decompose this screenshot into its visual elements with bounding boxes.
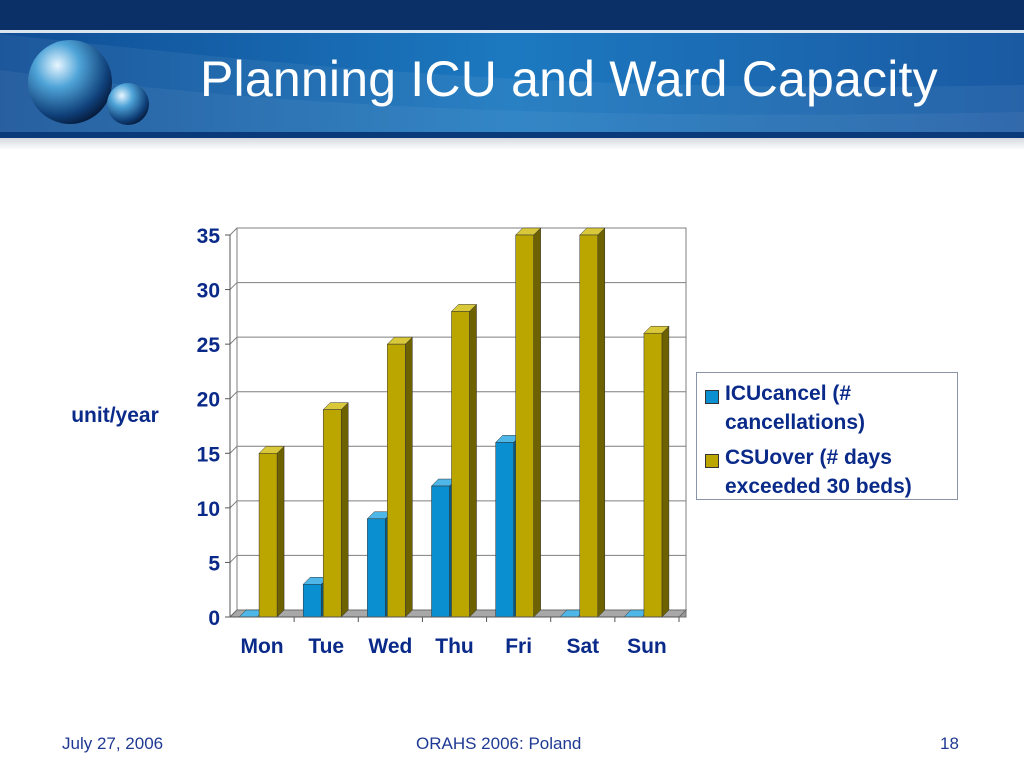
bar-icu [495, 442, 514, 618]
bar-csu [387, 343, 406, 618]
chart-legend: ICUcancel (# cancellations) CSUover (# d… [696, 372, 958, 500]
legend-label-icu: ICUcancel (# cancellations) [725, 382, 866, 434]
bar-csu [515, 234, 534, 618]
y-tick-label: 30 [197, 280, 220, 303]
legend-item-csu: CSUover (# days exceeded 30 beds) [705, 443, 955, 501]
legend-item-icu: ICUcancel (# cancellations) [705, 379, 955, 437]
x-tick-label: Tue [308, 635, 344, 658]
bar-icu [431, 485, 450, 618]
y-tick-label: 5 [208, 552, 220, 575]
y-tick-label: 15 [197, 443, 221, 466]
header-background [0, 0, 1024, 138]
bar-side [597, 227, 606, 618]
grid-side-line [229, 391, 238, 400]
header-divider [0, 138, 1024, 150]
bar-side [276, 445, 285, 618]
header-banner: Planning ICU and Ward Capacity [0, 0, 1024, 138]
footer-date: July 27, 2006 [62, 734, 164, 753]
grid-side-line [229, 227, 238, 236]
legend-swatch-csu [705, 454, 719, 468]
slide-title: Planning ICU and Ward Capacity [200, 51, 938, 107]
globe-logo-icon [28, 40, 112, 124]
grid-side-line [229, 555, 238, 563]
y-tick-label: 10 [197, 498, 220, 521]
x-tick-label: Fri [505, 635, 532, 658]
grid-side-line [229, 500, 238, 509]
y-tick-label: 25 [197, 334, 221, 357]
x-tick-label: Sun [627, 635, 667, 658]
bar-side [405, 336, 413, 618]
legend-label-csu: CSUover (# days exceeded 30 beds) [725, 446, 912, 498]
bar-csu [643, 332, 663, 618]
x-tick-label: Mon [240, 635, 283, 658]
y-tick-label: 20 [197, 389, 220, 412]
bar-csu [322, 409, 342, 618]
bar-icu [367, 518, 386, 618]
grid-side-line [229, 336, 238, 345]
x-tick-label: Sat [566, 635, 599, 658]
legend-swatch-icu [705, 390, 719, 404]
footer-center-text: ORAHS 2006: Poland [416, 734, 582, 753]
bar-side [340, 402, 349, 618]
small-globe-icon [107, 83, 149, 125]
y-tick-label: 0 [208, 607, 220, 630]
page-number: 18 [940, 734, 959, 753]
bar-icu [302, 584, 322, 618]
bar-side [469, 303, 477, 618]
y-axis-label: unit/year [71, 404, 159, 427]
bar-csu [451, 311, 470, 618]
bar-side [533, 227, 541, 618]
bar-csu [579, 234, 599, 618]
grid-side-line [229, 445, 238, 454]
bar-csu [258, 453, 278, 618]
x-tick-label: Thu [435, 635, 473, 658]
y-tick-label: 35 [197, 225, 221, 248]
x-tick-label: Wed [368, 635, 412, 658]
bar-side [661, 325, 670, 618]
grid-side-line [229, 282, 238, 290]
